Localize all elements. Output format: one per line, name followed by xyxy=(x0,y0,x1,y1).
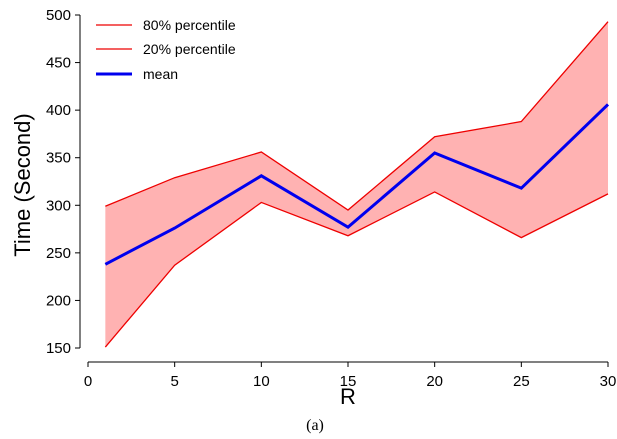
x-axis: 0 5 10 15 20 25 30 xyxy=(84,361,617,390)
x-tick-label: 25 xyxy=(513,373,530,390)
x-tick-label: 20 xyxy=(426,373,443,390)
y-tick-label: 400 xyxy=(46,102,71,119)
series-line-mean xyxy=(104,103,610,266)
legend-label-80-percentile: 80% percentile xyxy=(143,17,236,33)
x-axis-title: R xyxy=(340,384,356,409)
y-tick-label: 350 xyxy=(46,150,71,167)
y-axis-title: Time (Second) xyxy=(10,113,35,256)
legend-label-mean: mean xyxy=(143,66,178,82)
x-tick-label: 10 xyxy=(253,373,270,390)
x-tick-label: 30 xyxy=(600,373,617,390)
y-axis: 150 200 250 300 350 400 450 500 xyxy=(46,7,81,357)
y-tick-label: 200 xyxy=(46,292,71,309)
x-tick-label: 5 xyxy=(170,373,178,390)
series-line-20-percentile xyxy=(104,191,609,348)
series-line-80-percentile xyxy=(105,21,609,211)
x-tick-label: 0 xyxy=(84,373,92,390)
y-tick-label: 250 xyxy=(46,245,71,262)
figure-caption: (a) xyxy=(306,417,324,434)
y-tick-label: 500 xyxy=(46,7,71,24)
percentile-band xyxy=(105,21,608,348)
y-tick-label: 300 xyxy=(46,197,71,214)
plot-area xyxy=(104,21,610,348)
legend: 80% percentile 20% percentile mean xyxy=(96,17,236,82)
y-tick-label: 150 xyxy=(46,340,71,357)
legend-label-20-percentile: 20% percentile xyxy=(143,41,236,57)
x-tick-label: 15 xyxy=(340,373,357,390)
y-tick-label: 450 xyxy=(46,55,71,72)
